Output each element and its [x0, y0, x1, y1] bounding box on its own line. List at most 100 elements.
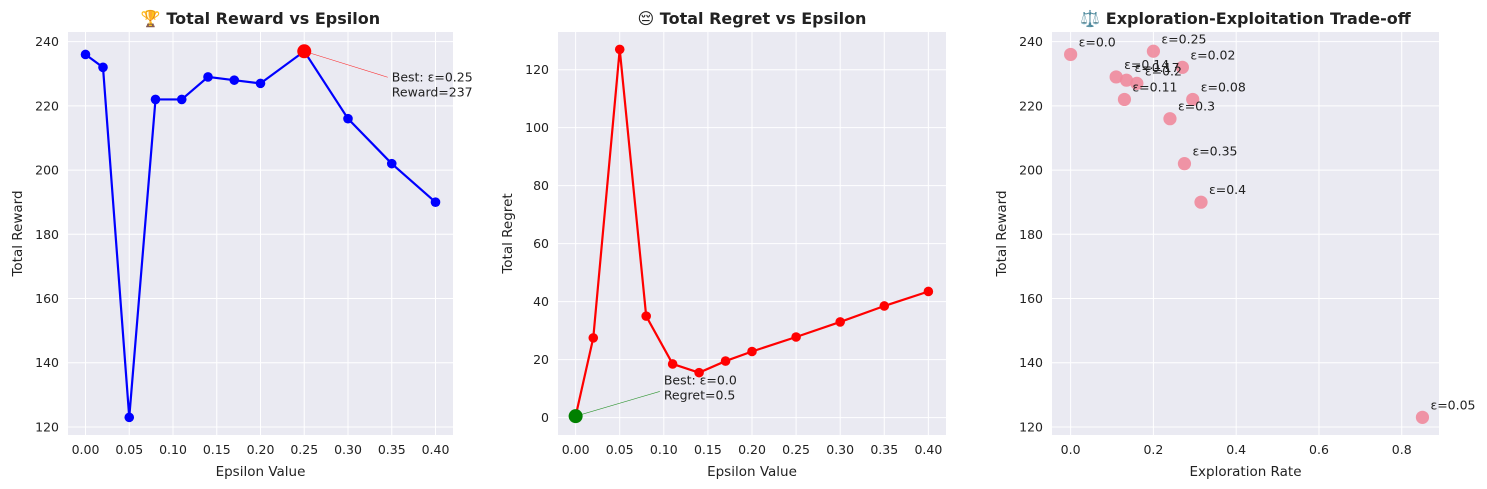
scatter-point [1194, 195, 1208, 209]
annotation-arrow [575, 391, 660, 417]
x-tick-label: 0.05 [606, 442, 634, 457]
x-tick-label: 0.20 [247, 442, 275, 457]
scatter-point [1186, 92, 1200, 107]
x-tick-label: 0.25 [290, 442, 318, 457]
y-tick-label: 120 [1019, 419, 1043, 434]
y-axis-label: Total Reward [10, 190, 26, 277]
x-tick-label: 0.30 [826, 442, 854, 457]
data-point [667, 359, 678, 369]
y-tick-label: 0 [541, 410, 549, 425]
x-tick-label: 0.35 [870, 442, 898, 457]
scatter-point [1130, 76, 1144, 90]
scatter-point [1177, 157, 1192, 171]
y-tick-label: 20 [533, 352, 549, 367]
series-line [84, 49, 437, 418]
y-tick-label: 180 [35, 227, 59, 242]
point-label: ε=0.17 [1135, 60, 1180, 75]
x-tick-label: 0.20 [738, 442, 766, 457]
x-tick-label: 0.35 [378, 442, 406, 457]
chart-title: 🏆 Total Reward vs Epsilon [141, 9, 380, 28]
x-tick-label: 0.4 [1226, 442, 1246, 457]
y-tick-label: 160 [35, 291, 59, 306]
chart-title: 😔 Total Regret vs Epsilon [638, 9, 867, 28]
data-point [176, 94, 187, 105]
x-tick-label: 0.6 [1309, 442, 1329, 457]
y-tick-label: 80 [533, 178, 549, 193]
x-tick-label: 0.00 [72, 442, 100, 457]
x-tick-label: 0.10 [159, 442, 187, 457]
annotation-arrow [304, 50, 388, 78]
x-tick-label: 0.2 [1143, 442, 1163, 457]
series-line [574, 49, 929, 417]
reward-vs-epsilon-chart: 0.00 0.05 0.10 0.15 0.20 0.25 0.30 0.35 0.40 120 1… [10, 9, 473, 480]
y-tick-label: 100 [525, 120, 549, 135]
regret-vs-epsilon-chart: 0.00 0.05 0.10 0.15 0.20 0.25 0.30 0.35 0.40 0 20 4… [500, 9, 946, 480]
data-point [430, 197, 441, 207]
x-axis-label: Epsilon Value [707, 464, 797, 480]
data-point [614, 44, 625, 55]
x-tick-label: 0.40 [422, 442, 450, 457]
data-point [747, 346, 757, 357]
scatter-point [1146, 44, 1161, 58]
data-point [879, 301, 890, 311]
x-tick-label: 0.8 [1392, 442, 1412, 457]
point-label: ε=0.2 [1145, 63, 1182, 78]
scatter-point [1175, 60, 1189, 74]
data-point [98, 62, 108, 73]
data-point [150, 94, 161, 105]
y-tick-label: 180 [1019, 227, 1043, 242]
x-tick-label: 0.10 [650, 442, 678, 457]
x-tick-label: 0.05 [115, 442, 143, 457]
point-label: ε=0.3 [1178, 99, 1215, 114]
y-tick-label: 60 [533, 236, 549, 251]
y-axis-label: Total Reward [994, 190, 1010, 277]
y-tick-label: 40 [533, 294, 549, 309]
point-label: ε=0.08 [1201, 79, 1246, 94]
data-point [343, 113, 353, 124]
data-point [386, 158, 397, 169]
x-axis-label: Epsilon Value [216, 464, 306, 480]
scatter-point [1119, 73, 1134, 87]
plot-area [1052, 32, 1439, 435]
scatter-point [1109, 70, 1123, 84]
data-point [720, 356, 731, 366]
y-tick-label: 120 [35, 419, 59, 434]
best-annotation-text: Reward=237 [392, 84, 473, 99]
y-tick-label: 240 [35, 34, 59, 49]
data-point [80, 49, 91, 60]
y-tick-label: 160 [1019, 291, 1043, 306]
y-axis-label: Total Regret [500, 193, 516, 274]
best-annotation-text: Best: ε=0.0 [664, 372, 737, 387]
data-point [229, 75, 240, 85]
x-tick-label: 0.30 [334, 442, 362, 457]
point-label: ε=0.4 [1209, 182, 1246, 197]
x-tick-label: 0.00 [562, 442, 590, 457]
best-annotation-text: Regret=0.5 [664, 387, 736, 402]
scatter-point [1064, 47, 1078, 62]
data-point [835, 317, 845, 327]
point-label: ε=0.11 [1132, 79, 1177, 94]
data-point [588, 333, 599, 343]
scatter-point [1415, 410, 1430, 424]
y-tick-label: 220 [1019, 98, 1043, 113]
point-label: ε=0.35 [1192, 144, 1237, 159]
x-tick-label: 0.15 [694, 442, 722, 457]
data-point [694, 367, 704, 378]
y-tick-label: 140 [1019, 355, 1043, 370]
point-label: ε=0.0 [1079, 34, 1116, 49]
x-tick-label: 0.0 [1061, 442, 1081, 457]
point-label: ε=0.25 [1161, 31, 1206, 46]
data-point [923, 286, 934, 297]
data-point [791, 332, 801, 342]
y-tick-label: 240 [1019, 34, 1043, 49]
x-tick-label: 0.40 [914, 442, 942, 457]
y-tick-label: 200 [35, 163, 59, 178]
tradeoff-scatter-chart: 0.0 0.2 0.4 0.6 0.8 120 140 160 180 200 220 240 ⚖️ E… [994, 9, 1476, 480]
y-tick-label: 200 [1019, 163, 1043, 178]
y-tick-label: 140 [35, 355, 59, 370]
x-tick-label: 0.25 [782, 442, 810, 457]
x-tick-label: 0.15 [203, 442, 231, 457]
scatter-point [1117, 92, 1132, 107]
best-annotation-text: Best: ε=0.25 [392, 69, 473, 84]
